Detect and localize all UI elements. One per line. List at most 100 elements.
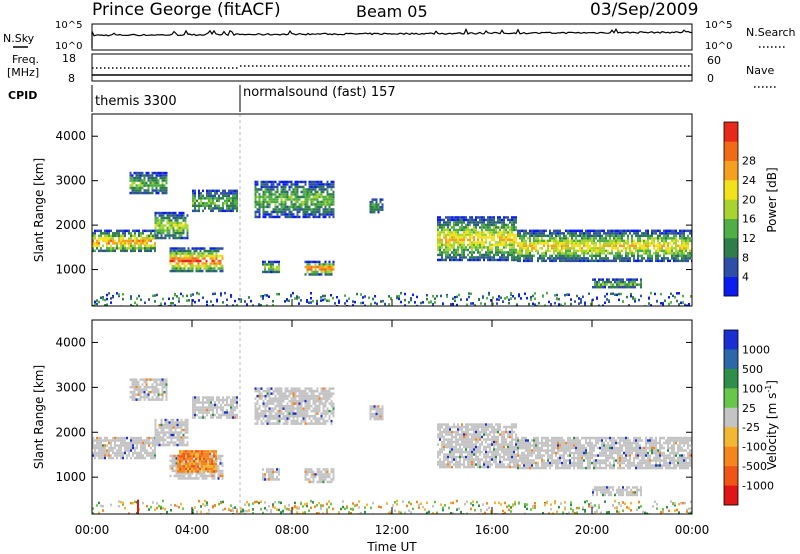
power-cell [515, 258, 517, 262]
power-cell [146, 237, 148, 240]
velocity-cell [324, 394, 327, 398]
velocity-cell [187, 474, 190, 478]
power-cell [377, 208, 380, 211]
velocity-cell [212, 403, 214, 407]
power-cell [144, 247, 146, 250]
power-cell [221, 264, 224, 268]
power-cell [308, 260, 311, 264]
power-cell [465, 226, 467, 229]
power-cell [274, 200, 277, 204]
power-cell [505, 226, 507, 229]
power-cell [274, 203, 277, 206]
velocity-cell [213, 477, 216, 480]
power-cell [137, 171, 140, 175]
velocity-cell [149, 385, 152, 389]
power-cell [300, 180, 303, 184]
power-cell [573, 239, 575, 243]
velocity-cell [270, 387, 273, 390]
power-cell [122, 244, 124, 248]
power-cell [673, 259, 675, 263]
power-cell [278, 268, 280, 271]
velocity-cell [179, 472, 182, 475]
power-cell [260, 203, 263, 206]
power-cell [218, 204, 220, 208]
velocity-cell [154, 456, 156, 460]
velocity-cell [148, 439, 150, 442]
power-cell [173, 257, 176, 260]
power-cell [260, 295, 262, 298]
velocity-cell [110, 439, 112, 442]
freq-unit-label: [MHz] [7, 66, 39, 79]
velocity-cell [292, 407, 295, 410]
power-cell [607, 249, 609, 253]
power-cell [610, 283, 612, 286]
power-cell [689, 252, 691, 255]
power-cell [628, 280, 630, 284]
power-cell [179, 267, 182, 270]
velocity-cell [326, 475, 329, 479]
power-cell [292, 183, 295, 186]
power-cell [679, 229, 681, 233]
power-cell [178, 216, 181, 220]
velocity-cell [174, 423, 177, 427]
power-cell [286, 205, 289, 209]
velocity-cell [314, 389, 317, 393]
velocity-cell [304, 402, 307, 405]
velocity-cell [302, 407, 305, 410]
power-cell [139, 191, 142, 195]
power-cell [156, 231, 159, 235]
velocity-cell [132, 446, 134, 450]
power-cell [126, 239, 128, 243]
velocity-cell [260, 412, 263, 415]
power-cell [602, 283, 604, 286]
power-cell [189, 269, 192, 273]
velocity-cell [165, 380, 168, 384]
power-cell [467, 226, 469, 229]
velocity-cell [288, 399, 291, 403]
power-cell [254, 190, 257, 194]
velocity-cell [326, 412, 329, 415]
velocity-cell [278, 412, 281, 415]
power-cell [598, 280, 600, 284]
velocity-cell [156, 438, 159, 442]
velocity-cell [136, 439, 138, 442]
power-cell [535, 239, 537, 243]
power-cell [157, 171, 160, 175]
power-cell [306, 203, 309, 206]
velocity-cell [219, 459, 222, 463]
power-cell [511, 233, 513, 237]
power-cell [471, 253, 473, 257]
power-cell [332, 203, 335, 206]
power-cell [264, 200, 267, 204]
velocity-cell [312, 414, 315, 418]
y-tick-label: 4000 [55, 129, 86, 143]
power-cell [330, 195, 333, 199]
power-cell [437, 246, 439, 249]
power-cell [561, 247, 563, 250]
power-cell [457, 221, 459, 224]
power-cell [426, 294, 428, 297]
power-cell [215, 254, 218, 258]
power-cell [128, 237, 130, 240]
velocity-cell [322, 409, 325, 413]
power-cell [485, 228, 487, 232]
power-cell [461, 223, 463, 227]
power-cell [131, 176, 134, 180]
power-cell [683, 242, 685, 245]
power-cell [150, 247, 152, 250]
power-cell [578, 302, 580, 305]
velocity-cell [228, 403, 230, 407]
power-cell [266, 183, 269, 186]
power-cell [611, 259, 613, 263]
power-cell [631, 252, 633, 255]
power-cell [685, 229, 687, 233]
power-cell [545, 229, 547, 233]
power-cell [288, 188, 291, 191]
velocity-cell [104, 451, 106, 455]
power-cell [515, 248, 517, 252]
velocity-cell [264, 389, 267, 393]
velocity-cell [310, 422, 313, 425]
power-cell [483, 221, 485, 224]
power-cell [286, 208, 289, 211]
power-cell [509, 243, 511, 247]
